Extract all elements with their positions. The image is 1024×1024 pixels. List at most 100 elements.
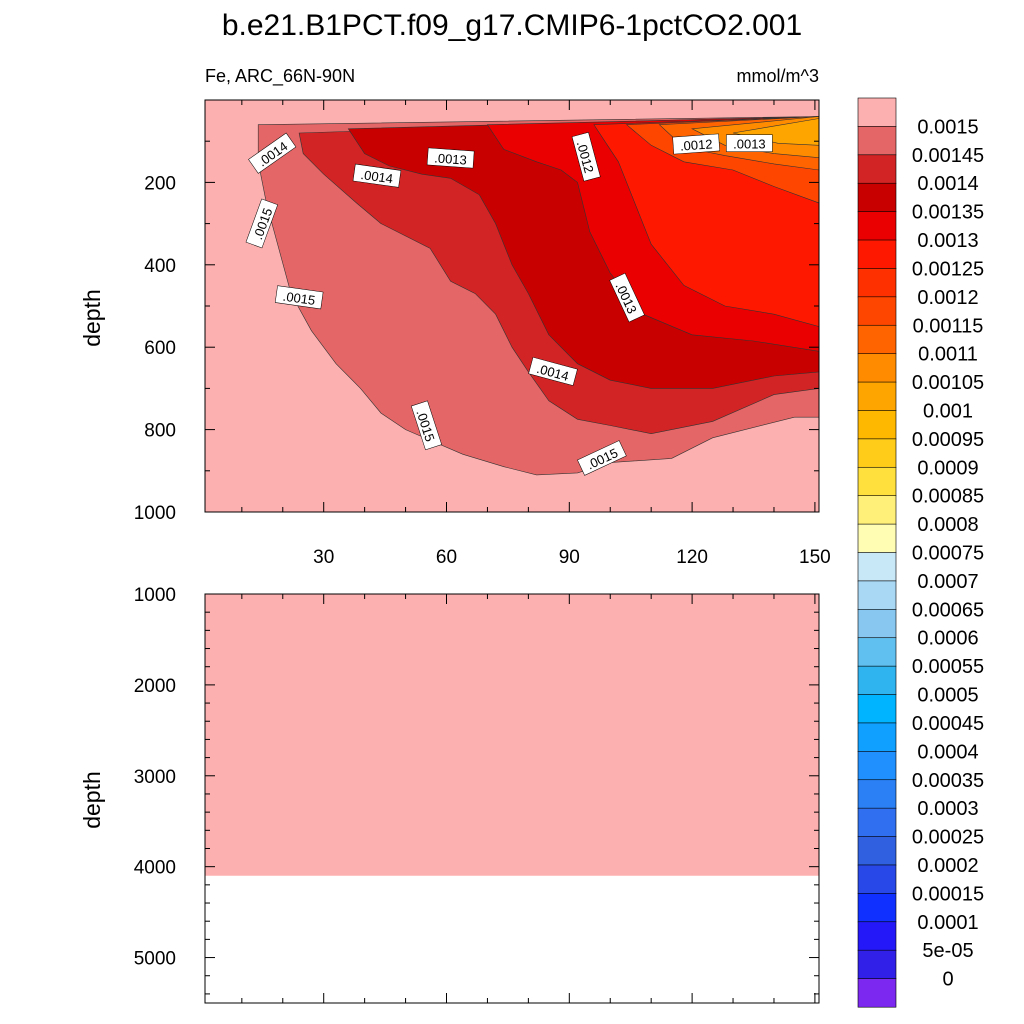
- contour-label-box: [426, 147, 475, 169]
- lower-plot-frame: [204, 593, 820, 1004]
- contour-label-text: .0013: [733, 137, 766, 152]
- upper-y-tick-label: 400: [144, 256, 176, 277]
- colorbar-label: 5e-05: [922, 940, 973, 962]
- colorbar-box: [857, 296, 897, 326]
- colorbar-label: 0.0008: [917, 514, 978, 536]
- upper-y-tick-label: 600: [144, 338, 176, 359]
- colorbar-box: [857, 438, 897, 468]
- colorbar-label: 0.0002: [917, 855, 978, 877]
- upper-x-tick-label: 120: [676, 547, 708, 568]
- colorbar-label: 0.00035: [912, 770, 984, 792]
- colorbar-label: 0.0006: [917, 628, 978, 650]
- colorbar-label: 0.00065: [912, 599, 984, 621]
- lower-panel: 1000 2000 3000 4000 5000 depth: [79, 585, 820, 1004]
- colorbar-label: 0.0003: [917, 798, 978, 820]
- contour-label-box: [528, 356, 578, 386]
- colorbar-label: 0.00075: [912, 543, 984, 565]
- colorbar-label: 0.00085: [912, 486, 984, 508]
- colorbar-label: 0.0001: [917, 912, 978, 934]
- colorbar-label: 0.00135: [912, 202, 984, 224]
- colorbar-box: [857, 381, 897, 411]
- colorbar-box: [857, 921, 897, 951]
- lower-y-axis-label: depth: [79, 771, 105, 829]
- colorbar-box: [857, 864, 897, 894]
- lower-fill-region: [205, 594, 819, 876]
- colorbar-label: 0.00115: [913, 315, 984, 337]
- colorbar-label: 0.0005: [917, 685, 978, 707]
- colorbar-label: 0.0015: [917, 116, 978, 138]
- upper-x-tick-label: 150: [799, 547, 831, 568]
- lower-y-tick-label: 5000: [134, 949, 176, 970]
- colorbar-box: [857, 893, 897, 923]
- colorbar-box: [857, 97, 897, 127]
- colorbar-box: [857, 154, 897, 184]
- colorbar-label: 0.00055: [912, 656, 984, 678]
- colorbar-box: [857, 410, 897, 440]
- colorbar-box: [857, 268, 897, 298]
- colorbar-box: [857, 978, 897, 1008]
- upper-y-axis-label: depth: [79, 289, 105, 347]
- contour-label-text: .0015: [282, 289, 316, 308]
- colorbar-box: [857, 126, 897, 156]
- colorbar-box: [857, 211, 897, 241]
- upper-y-tick-label: 200: [144, 173, 176, 194]
- contour-label-box: [410, 400, 442, 451]
- colorbar-label: 0.0012: [917, 287, 978, 309]
- colorbar-box: [857, 751, 897, 781]
- colorbar-label: 0: [942, 969, 953, 991]
- colorbar-label: 0.00025: [912, 827, 984, 849]
- chart-title: b.e21.B1PCT.f09_g17.CMIP6-1pctCO2.001: [222, 9, 802, 42]
- contour-label-text: .0014: [360, 167, 394, 186]
- contour-label-box: [726, 134, 773, 152]
- contour-label-box: [672, 133, 720, 155]
- left-string: Fe, ARC_66N-90N: [205, 66, 355, 87]
- colorbar-box: [857, 665, 897, 696]
- colorbar-box: [857, 836, 897, 866]
- contour-label-box: [352, 163, 402, 188]
- colorbar-label: 0.00105: [912, 372, 984, 394]
- contour-label: .0013: [426, 147, 475, 169]
- colorbar-label: 0.0011: [918, 344, 978, 366]
- upper-x-tick-label: 30: [313, 547, 334, 568]
- colorbar-box: [857, 722, 897, 752]
- upper-x-tick-label: 90: [559, 547, 580, 568]
- colorbar-label: 0.0007: [917, 571, 978, 593]
- colorbar-label: 0.0004: [917, 741, 978, 763]
- colorbar: 0.0015 0.00145 0.0014 0.00135 0.0013 0.00125 0…: [857, 97, 984, 1008]
- colorbar-label: 0.00095: [912, 429, 984, 451]
- upper-panel: .0014.0014.0013.0012.0012.0013.0015.0015…: [79, 99, 831, 568]
- contour-label-box: [245, 198, 279, 249]
- contour-label-text: .0013: [434, 150, 468, 167]
- colorbar-label: 0.00045: [912, 713, 984, 735]
- lower-y-tick-label: 1000: [134, 585, 176, 606]
- contour-label-box: [248, 132, 297, 174]
- colorbar-box: [857, 637, 897, 667]
- contour-label-box: [571, 132, 601, 182]
- contour-label-box: [609, 272, 645, 323]
- contour-label-box: [577, 440, 627, 476]
- colorbar-box: [857, 353, 897, 383]
- contour-label: .0015: [274, 285, 324, 310]
- colorbar-label: 0.00145: [912, 145, 984, 167]
- colorbar-label: 0.0013: [917, 230, 978, 252]
- colorbar-box: [857, 466, 897, 497]
- colorbar-box: [857, 239, 897, 269]
- colorbar-label: 0.001: [923, 401, 973, 423]
- units-label: mmol/m^3: [737, 66, 819, 86]
- colorbar-label: 0.00125: [912, 258, 984, 280]
- colorbar-label: 0.00015: [912, 883, 984, 905]
- lower-y-tick-label: 4000: [134, 858, 176, 879]
- contour-label: .0012: [672, 133, 720, 155]
- colorbar-label: 0.0009: [917, 457, 978, 479]
- colorbar-box: [857, 609, 897, 639]
- colorbar-box: [857, 552, 897, 582]
- contour-label: .0014: [352, 163, 402, 188]
- contour-label-box: [274, 285, 324, 310]
- upper-y-tick-label: 800: [144, 421, 176, 442]
- lower-y-tick-label: 2000: [134, 676, 176, 697]
- colorbar-box: [857, 182, 897, 213]
- colorbar-box: [857, 949, 897, 980]
- colorbar-box: [857, 324, 897, 355]
- colorbar-box: [857, 807, 897, 838]
